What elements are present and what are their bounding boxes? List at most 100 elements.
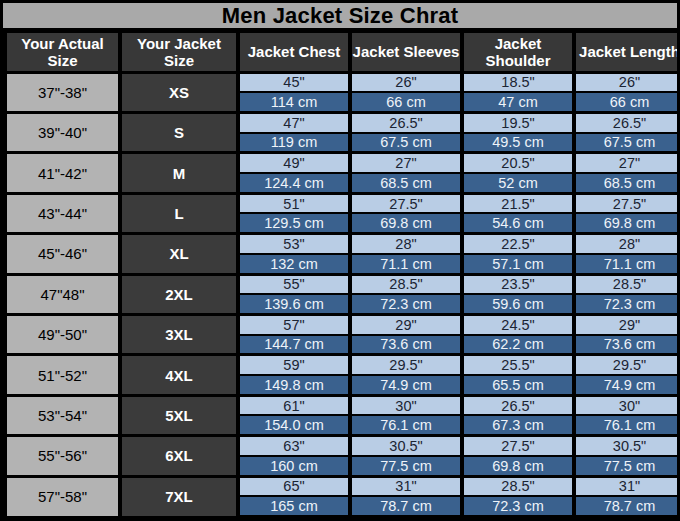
jacket-size-cell: 5XL [120,395,238,435]
chest-inch-cell: 61" [238,395,350,415]
size-group-inch-row: 43"-44" L 51" 27.5" 21.5" 27.5" [5,193,680,213]
jacket-size-cell: XL [120,234,238,274]
col-header-your-actual-size: Your Actual Size [5,32,120,72]
length-inch-cell: 26" [574,72,680,92]
jacket-size-cell: S [120,112,238,152]
shoulder-inch-cell: 27.5" [462,436,574,456]
chest-cm-cell: 154.0 cm [238,415,350,435]
shoulder-cm-cell: 62.2 cm [462,335,574,355]
shoulder-inch-cell: 19.5" [462,112,574,132]
jacket-size-cell: XS [120,72,238,112]
length-inch-cell: 26.5" [574,112,680,132]
col-header-jacket-sleeves: Jacket Sleeves [350,32,462,72]
col-header-jacket-length: Jacket Length [574,32,680,72]
shoulder-cm-cell: 67.3 cm [462,415,574,435]
sleeves-inch-cell: 28" [350,234,462,254]
chest-cm-cell: 149.8 cm [238,375,350,395]
length-inch-cell: 28" [574,234,680,254]
chest-cm-cell: 165 cm [238,496,350,516]
shoulder-cm-cell: 59.6 cm [462,294,574,314]
sleeves-cm-cell: 68.5 cm [350,173,462,193]
shoulder-inch-cell: 22.5" [462,234,574,254]
sleeves-inch-cell: 26" [350,72,462,92]
sleeves-cm-cell: 71.1 cm [350,254,462,274]
length-inch-cell: 30.5" [574,436,680,456]
chest-inch-cell: 51" [238,193,350,213]
sleeves-inch-cell: 31" [350,476,462,496]
size-group-inch-row: 55"-56" 6XL 63" 30.5" 27.5" 30.5" [5,436,680,456]
size-table: Your Actual Size Your Jacket Size Jacket… [3,31,680,518]
shoulder-inch-cell: 24.5" [462,314,574,334]
sleeves-cm-cell: 74.9 cm [350,375,462,395]
shoulder-inch-cell: 28.5" [462,476,574,496]
chest-cm-cell: 132 cm [238,254,350,274]
length-inch-cell: 30" [574,395,680,415]
shoulder-cm-cell: 72.3 cm [462,496,574,516]
length-inch-cell: 31" [574,476,680,496]
chest-cm-cell: 129.5 cm [238,213,350,233]
actual-size-cell: 41"-42" [5,153,120,193]
length-inch-cell: 29" [574,314,680,334]
shoulder-inch-cell: 20.5" [462,153,574,173]
sleeves-inch-cell: 28.5" [350,274,462,294]
length-cm-cell: 73.6 cm [574,335,680,355]
chest-cm-cell: 114 cm [238,92,350,112]
chest-cm-cell: 119 cm [238,133,350,153]
length-inch-cell: 27" [574,153,680,173]
chest-inch-cell: 47" [238,112,350,132]
size-group-inch-row: 51"-52" 4XL 59" 29.5" 25.5" 29.5" [5,355,680,375]
sleeves-inch-cell: 26.5" [350,112,462,132]
actual-size-cell: 55"-56" [5,436,120,476]
size-group-inch-row: 49"-50" 3XL 57" 29" 24.5" 29" [5,314,680,334]
sleeves-cm-cell: 76.1 cm [350,415,462,435]
actual-size-cell: 47"48" [5,274,120,314]
actual-size-cell: 51"-52" [5,355,120,395]
shoulder-inch-cell: 21.5" [462,193,574,213]
length-inch-cell: 27.5" [574,193,680,213]
sleeves-cm-cell: 73.6 cm [350,335,462,355]
chest-inch-cell: 59" [238,355,350,375]
jacket-size-cell: 3XL [120,314,238,354]
chest-cm-cell: 139.6 cm [238,294,350,314]
shoulder-cm-cell: 54.6 cm [462,213,574,233]
shoulder-inch-cell: 18.5" [462,72,574,92]
length-cm-cell: 76.1 cm [574,415,680,435]
shoulder-inch-cell: 23.5" [462,274,574,294]
size-group-inch-row: 37"-38" XS 45" 26" 18.5" 26" [5,72,680,92]
shoulder-cm-cell: 65.5 cm [462,375,574,395]
chest-inch-cell: 63" [238,436,350,456]
col-header-jacket-chest: Jacket Chest [238,32,350,72]
col-header-jacket-shoulder: Jacket Shoulder [462,32,574,72]
shoulder-inch-cell: 26.5" [462,395,574,415]
shoulder-cm-cell: 69.8 cm [462,456,574,476]
length-cm-cell: 67.5 cm [574,133,680,153]
length-cm-cell: 71.1 cm [574,254,680,274]
sleeves-inch-cell: 29" [350,314,462,334]
sleeves-cm-cell: 72.3 cm [350,294,462,314]
sleeves-cm-cell: 78.7 cm [350,496,462,516]
actual-size-cell: 37"-38" [5,72,120,112]
jacket-size-cell: 4XL [120,355,238,395]
chest-inch-cell: 45" [238,72,350,92]
actual-size-cell: 53"-54" [5,395,120,435]
shoulder-inch-cell: 25.5" [462,355,574,375]
actual-size-cell: 57"-58" [5,476,120,516]
chest-cm-cell: 124.4 cm [238,173,350,193]
header-row: Your Actual Size Your Jacket Size Jacket… [5,32,680,72]
sleeves-cm-cell: 67.5 cm [350,133,462,153]
chest-inch-cell: 57" [238,314,350,334]
jacket-size-cell: L [120,193,238,233]
chest-inch-cell: 55" [238,274,350,294]
sleeves-inch-cell: 27.5" [350,193,462,213]
size-group-inch-row: 41"-42" M 49" 27" 20.5" 27" [5,153,680,173]
actual-size-cell: 45"-46" [5,234,120,274]
size-group-inch-row: 57"-58" 7XL 65" 31" 28.5" 31" [5,476,680,496]
chest-cm-cell: 160 cm [238,456,350,476]
length-cm-cell: 66 cm [574,92,680,112]
length-cm-cell: 78.7 cm [574,496,680,516]
sleeves-cm-cell: 77.5 cm [350,456,462,476]
shoulder-cm-cell: 57.1 cm [462,254,574,274]
size-group-inch-row: 39"-40" S 47" 26.5" 19.5" 26.5" [5,112,680,132]
jacket-size-cell: 2XL [120,274,238,314]
size-group-inch-row: 47"48" 2XL 55" 28.5" 23.5" 28.5" [5,274,680,294]
